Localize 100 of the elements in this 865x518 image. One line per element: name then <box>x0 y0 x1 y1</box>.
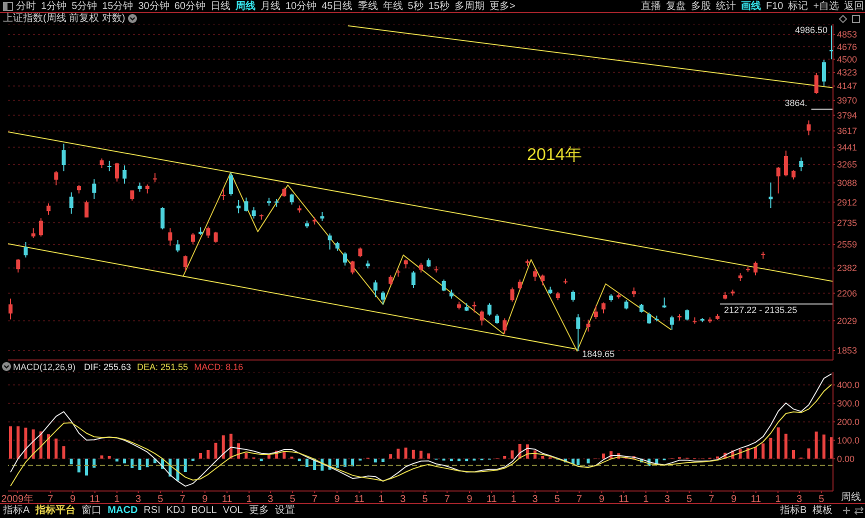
y-tick-label: 100.0 <box>837 435 860 446</box>
text: DEA: 251.55 <box>137 362 188 372</box>
text: 直播 <box>641 1 661 12</box>
text: 指标B <box>780 505 807 516</box>
x-tick-label: 11 <box>486 494 498 506</box>
text: 周线 <box>841 492 861 503</box>
text: 更多> <box>489 1 516 12</box>
x-tick-label: 11 <box>90 494 101 506</box>
x-tick-label: 3 <box>268 494 274 506</box>
text: 复盘 <box>666 1 686 12</box>
y-tick-label: 3617 <box>837 126 858 136</box>
chart-title: MACD(12,26,9) <box>13 362 76 372</box>
x-tick-label: 9 <box>466 494 473 506</box>
x-tick-label: 3 <box>136 494 142 506</box>
x-tick-label: 3 <box>664 494 670 506</box>
text: BOLL <box>191 505 217 516</box>
y-tick-label: 4147 <box>837 81 858 92</box>
text: 分时 <box>16 1 36 12</box>
y-tick-label: 3970 <box>837 96 858 106</box>
annotation: 4986.50 <box>795 25 828 35</box>
text: 标记 <box>788 1 808 12</box>
x-tick-label: 7 <box>180 494 186 506</box>
y-tick-label: 0.00 <box>837 454 855 464</box>
x-tick-label: 7 <box>576 494 582 506</box>
x-tick-label: 9 <box>70 494 76 506</box>
text: 60分钟 <box>174 1 206 12</box>
x-tick-label: 9 <box>598 494 605 506</box>
annotation: 2014年 <box>527 145 582 165</box>
text: 月线 <box>260 1 280 12</box>
text: VOL <box>222 505 243 516</box>
y-tick-label: 300.0 <box>837 398 860 409</box>
text: F10 <box>766 1 784 12</box>
text: +自选 <box>813 1 840 12</box>
text: RSI <box>144 505 160 516</box>
x-tick-label: 11 <box>222 494 233 506</box>
y-tick-label: 3794 <box>837 110 858 120</box>
x-tick-label: 1 <box>114 494 120 506</box>
y-tick-label: 400.0 <box>837 380 860 390</box>
text: 窗口 <box>82 505 102 516</box>
x-tick-label: 9 <box>334 494 340 506</box>
x-tick-label: 3 <box>532 494 538 506</box>
x-tick-label: 5 <box>554 494 560 506</box>
text: 模板 <box>812 505 833 516</box>
text: 设置 <box>274 505 295 516</box>
x-tick-label: 9 <box>202 494 208 506</box>
y-tick-label: 4323 <box>837 68 858 78</box>
x-tick-label: 1 <box>775 494 782 506</box>
x-tick-label: 1 <box>510 494 517 506</box>
text: 15分钟 <box>102 1 134 12</box>
text: 多股 <box>691 1 711 12</box>
y-tick-label: 200.0 <box>837 417 860 428</box>
x-tick-label: 5 <box>158 494 164 506</box>
text: 更多 <box>248 505 269 516</box>
x-tick-label: 7 <box>708 494 715 506</box>
y-tick-label: 2206 <box>837 288 858 298</box>
text: 5秒 <box>408 1 424 12</box>
x-tick-label: 7 <box>444 494 450 506</box>
text: 指标A <box>3 505 30 516</box>
y-tick-label: 2029 <box>837 316 858 326</box>
text: 返回 <box>844 1 864 12</box>
x-tick-label: 1 <box>643 494 650 506</box>
y-tick-label: 3441 <box>837 142 858 153</box>
x-tick-label: 5 <box>686 494 693 506</box>
text: 10分钟 <box>286 1 317 12</box>
x-tick-label: 11 <box>750 494 762 506</box>
annotation: 1849.65 <box>582 349 615 359</box>
annotation: 3864. <box>784 98 808 108</box>
y-tick-label: 3088 <box>837 178 858 188</box>
text: MACD: 8.16 <box>194 362 244 372</box>
x-tick-label: 7 <box>312 494 318 506</box>
y-tick-label: 4676 <box>837 42 858 52</box>
x-tick-label: 3 <box>796 494 803 506</box>
text: 1分钟 <box>41 1 67 12</box>
x-tick-label: 5 <box>818 494 825 506</box>
x-tick-label: 1 <box>246 494 252 506</box>
text: MACD <box>108 505 138 516</box>
text: 日线 <box>210 1 230 12</box>
x-tick-label: 5 <box>422 494 428 506</box>
text: 周线 <box>236 1 256 12</box>
chart-title: 上证指数(周线 前复权 对数) <box>3 13 126 24</box>
text: 统计 <box>716 1 736 12</box>
text: 30分钟 <box>138 1 170 12</box>
text: 45日线 <box>322 1 353 12</box>
y-tick-label: 4853 <box>837 30 858 40</box>
y-tick-label: 2559 <box>837 240 858 250</box>
text: 多周期 <box>454 1 484 12</box>
text: 季线 <box>358 1 378 12</box>
y-tick-label: 3265 <box>837 160 858 170</box>
text: 15秒 <box>428 1 450 12</box>
x-tick-label: 5 <box>290 494 296 506</box>
text: DIF: 255.63 <box>84 362 132 372</box>
x-tick-label: 3 <box>400 494 406 506</box>
text: 5分钟 <box>72 1 98 12</box>
annotation: 2127.22 - 2135.25 <box>724 304 798 315</box>
y-tick-label: 2912 <box>837 197 858 208</box>
x-tick-label: 7 <box>48 494 54 506</box>
x-tick-label: 1 <box>378 494 384 506</box>
y-tick-label: 1853 <box>837 346 858 356</box>
y-tick-label: 2382 <box>837 263 858 274</box>
x-tick-label: 11 <box>354 494 365 506</box>
